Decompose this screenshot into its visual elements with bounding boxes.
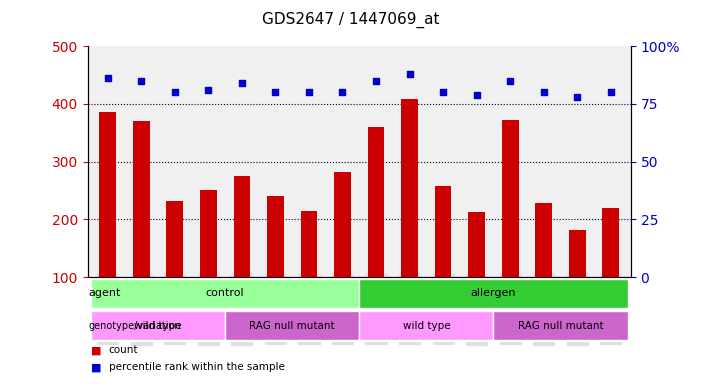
Point — [169, 89, 180, 95]
Point — [337, 89, 348, 95]
Point — [538, 89, 550, 95]
Bar — [502, 120, 519, 277]
Bar — [334, 172, 351, 277]
Text: RAG null mutant: RAG null mutant — [250, 321, 335, 331]
Point — [404, 71, 415, 77]
Text: percentile rank within the sample: percentile rank within the sample — [109, 362, 285, 372]
Text: wild type: wild type — [134, 321, 182, 331]
Point — [203, 87, 214, 93]
Bar — [468, 212, 485, 277]
Point — [370, 78, 381, 84]
Bar — [233, 176, 250, 277]
Text: GDS2647 / 1447069_at: GDS2647 / 1447069_at — [261, 12, 440, 28]
Bar — [267, 196, 284, 277]
Point — [571, 94, 583, 100]
Point — [236, 80, 247, 86]
Point — [605, 89, 616, 95]
Bar — [569, 230, 585, 277]
Text: RAG null mutant: RAG null mutant — [517, 321, 604, 331]
FancyBboxPatch shape — [91, 279, 359, 308]
Point — [505, 78, 516, 84]
Bar — [367, 127, 384, 277]
Bar — [401, 99, 418, 277]
Bar — [301, 211, 318, 277]
Bar — [435, 186, 451, 277]
Text: ■: ■ — [91, 345, 102, 355]
Text: control: control — [206, 288, 245, 298]
Point — [437, 89, 449, 95]
Text: count: count — [109, 345, 138, 355]
Text: allergen: allergen — [470, 288, 516, 298]
Bar — [536, 203, 552, 277]
FancyBboxPatch shape — [225, 311, 359, 340]
Point — [102, 75, 114, 81]
Bar — [100, 113, 116, 277]
FancyBboxPatch shape — [359, 311, 494, 340]
Text: ■: ■ — [91, 362, 102, 372]
Point — [270, 89, 281, 95]
Text: agent: agent — [88, 288, 121, 298]
FancyBboxPatch shape — [359, 279, 627, 308]
FancyBboxPatch shape — [91, 311, 225, 340]
Text: genotype/variation: genotype/variation — [88, 321, 181, 331]
Bar — [133, 121, 150, 277]
Bar — [200, 190, 217, 277]
Point — [304, 89, 315, 95]
Bar — [166, 201, 183, 277]
Bar — [602, 208, 619, 277]
FancyBboxPatch shape — [494, 311, 627, 340]
Text: wild type: wild type — [402, 321, 450, 331]
Point — [136, 78, 147, 84]
Point — [471, 91, 482, 98]
